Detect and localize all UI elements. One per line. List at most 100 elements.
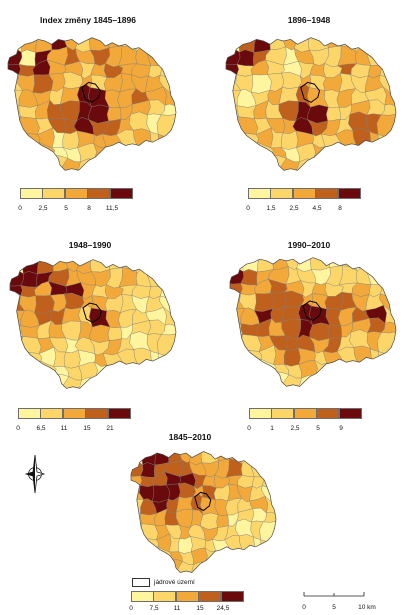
scale-bar-label: 5: [332, 604, 336, 611]
legend-break-label: 8: [87, 205, 91, 212]
municipality-cell: [326, 107, 340, 121]
municipality-cell: [141, 513, 157, 525]
legend-swatch: [316, 408, 340, 419]
municipality-cell: [90, 259, 109, 272]
municipality-cell: [323, 145, 342, 162]
legend-break-label: 9: [339, 425, 343, 432]
legend-break-label: 0: [246, 205, 250, 212]
municipality-cell: [130, 37, 147, 52]
scale-bar: [303, 592, 365, 597]
municipality-cell: [108, 327, 122, 340]
legend-break-label: 2,5: [289, 205, 299, 212]
municipality-cell: [350, 37, 368, 52]
municipality-cell: [201, 513, 219, 530]
legend-swatch: [153, 591, 177, 602]
legend-labels: 0 1 2,5 5 9: [247, 425, 364, 434]
municipality-cell: [254, 37, 271, 53]
municipality-cell: [21, 326, 40, 339]
scale-bar-label: 10 km: [358, 604, 376, 611]
legend-swatch: [198, 591, 222, 602]
legend-swatch: [248, 188, 271, 199]
legend-break-label: 8: [338, 205, 342, 212]
municipality-cell: [140, 539, 159, 547]
municipality-cell: [281, 131, 298, 150]
legend-1948-1990: [18, 408, 133, 419]
map-1990-2010: [230, 256, 396, 388]
municipality-cell: [381, 104, 396, 115]
panel-title: 1845–2010: [168, 432, 212, 442]
legend-break-label: 1: [270, 425, 274, 432]
municipality-cell: [239, 534, 254, 552]
municipality-cell: [104, 364, 123, 380]
scale-bar-label: 0: [302, 604, 306, 611]
municipality-cell: [351, 257, 368, 271]
municipality-cell: [63, 131, 79, 150]
legend-break-label: 11: [173, 605, 181, 612]
municipality-cell: [104, 145, 123, 162]
municipality-cell: [161, 324, 176, 335]
legend-break-label: 0: [16, 425, 20, 432]
legend-swatch: [107, 408, 131, 419]
municipality-cell: [381, 322, 396, 333]
core-area-outline: [83, 303, 101, 322]
legend-swatch: [85, 408, 109, 419]
municipality-cell: [237, 451, 252, 464]
municipality-cell: [217, 515, 229, 528]
core-area-outline: [301, 82, 320, 102]
municipality-cell: [354, 346, 371, 365]
legend-swatch: [315, 188, 339, 199]
municipality-cell: [118, 145, 138, 162]
municipality-cell: [89, 105, 109, 123]
core-area-outline: [195, 492, 211, 510]
map-1896-1948: [226, 36, 396, 172]
region-outline: [226, 38, 396, 171]
legend-swatch: [292, 188, 316, 199]
legend-labels: 0 6,5 11 15 21: [16, 425, 133, 434]
core-area-outline: [303, 301, 321, 320]
municipality-cell: [230, 333, 242, 352]
municipality-cell: [201, 451, 218, 463]
legend-break-label: 4,5: [312, 205, 322, 212]
municipality-cell: [118, 364, 137, 380]
municipality-cell: [284, 348, 300, 366]
municipality-cell: [107, 107, 121, 121]
legend-break-label: 5: [316, 425, 320, 432]
map-1845-2010: [131, 450, 276, 574]
legend-labels: 0 7,5 11 15 24,5: [129, 605, 246, 614]
municipality-cell: [20, 352, 42, 361]
legend-swatch: [175, 591, 199, 602]
legend-break-label: 21: [106, 425, 114, 432]
municipality-cell: [324, 362, 343, 378]
region-outline: [8, 38, 176, 171]
legend-1896-1948: [248, 188, 363, 199]
municipality-cell: [18, 133, 40, 142]
municipality-cell: [241, 324, 260, 337]
municipality-cell: [328, 325, 342, 338]
municipalities: [230, 257, 396, 387]
municipality-cell: [134, 348, 151, 367]
municipality-cell: [131, 259, 148, 273]
municipality-cell: [36, 37, 52, 53]
municipality-cell: [236, 133, 258, 142]
legend-break-label: 11: [60, 425, 68, 432]
municipality-cell: [131, 523, 143, 541]
municipality-cell: [64, 350, 80, 368]
municipality-cell: [226, 116, 239, 135]
municipality-cell: [155, 451, 169, 465]
panel-title: 1948–1990: [68, 240, 112, 250]
municipality-cell: [353, 129, 371, 149]
legend-break-label: 5: [64, 205, 68, 212]
municipality-cell: [214, 549, 230, 564]
legend-labels: 0 2,5 5 8 11,5: [18, 205, 135, 214]
legend-swatch: [293, 408, 317, 419]
legend-swatch: [62, 408, 86, 419]
legend-break-label: 15: [196, 605, 204, 612]
region-outline: [10, 260, 176, 389]
municipality-cell: [8, 116, 21, 135]
legend-swatch: [64, 188, 88, 199]
core-area-outline: [82, 82, 100, 102]
legend-swatch: [220, 591, 244, 602]
municipality-cell: [257, 257, 273, 272]
municipality-cell: [133, 129, 151, 149]
legend-break-label: 1,5: [266, 205, 276, 212]
